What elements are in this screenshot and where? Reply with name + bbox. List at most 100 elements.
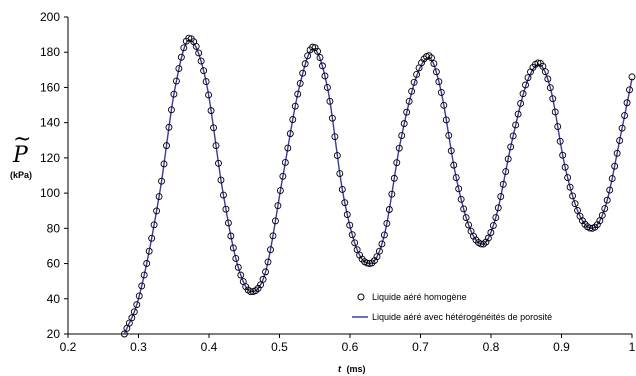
data-point-homogene [507,143,515,151]
data-point-homogene [546,84,554,92]
series-marker-group [120,34,636,338]
data-point-homogene [378,240,386,248]
data-point-homogene [128,314,136,322]
data-point-homogene [465,221,473,229]
data-point-homogene [492,214,500,221]
data-point-homogene [598,211,606,219]
x-ticks: 0.2 0.3 0.4 0.5 0.6 0.7 0.8 0.9 1 [60,334,636,354]
data-point-homogene [569,192,577,200]
data-point-homogene [544,75,552,83]
data-point-homogene [393,159,401,167]
data-point-homogene [499,180,507,188]
data-point-homogene [586,224,594,232]
y-tick-label: 140 [40,116,60,130]
data-point-homogene [202,78,210,86]
data-point-homogene [497,193,505,201]
data-point-homogene [264,258,272,266]
data-point-homogene [316,54,324,61]
x-axis-variable: t [338,364,342,374]
data-point-homogene [524,74,532,82]
data-point-homogene [388,190,396,198]
data-point-homogene [153,207,161,215]
data-point-homogene [383,219,391,227]
data-point-homogene [215,159,222,167]
x-tick-label: 0.7 [412,340,429,354]
data-point-homogene [254,284,262,292]
data-point-homogene [427,54,435,62]
data-point-homogene [462,214,470,221]
data-point-homogene [432,68,440,76]
data-point-homogene [170,90,178,98]
data-point-homogene [232,255,240,262]
data-point-homogene [403,108,411,116]
data-point-homogene [477,240,485,248]
y-ticks: 20 40 60 80 100 120 140 160 180 200 [40,10,68,341]
data-point-homogene [405,97,413,105]
data-point-homogene [502,168,510,176]
data-point-homogene [247,288,255,296]
data-point-homogene [450,161,458,169]
data-point-homogene [314,47,321,55]
y-axis-unit: (kPa) [10,170,32,180]
x-tick-label: 1 [629,340,636,354]
data-point-homogene [373,253,381,261]
data-point-homogene [175,65,183,73]
data-point-homogene [341,199,349,207]
data-point-homogene [351,239,359,247]
data-point-homogene [158,177,165,185]
x-tick-label: 0.2 [60,340,77,354]
y-tick-label: 180 [40,45,60,59]
data-point-homogene [395,144,403,152]
data-point-homogene [579,217,586,225]
data-point-homogene [608,175,616,182]
y-tick-label: 120 [40,151,60,165]
data-point-homogene [437,88,445,96]
data-point-homogene [346,221,354,229]
data-point-homogene [331,133,339,141]
data-point-homogene [197,57,205,65]
data-point-homogene [447,147,455,155]
data-point-homogene [160,160,168,168]
data-point-homogene [150,221,158,229]
y-tick-label: 80 [47,221,61,235]
data-point-homogene [205,91,213,99]
y-axis-symbol: P [12,143,29,168]
y-tick-label: 160 [40,80,60,94]
data-point-homogene [398,132,406,140]
y-tick-label: 100 [40,186,60,200]
data-point-homogene [455,185,463,193]
legend: Liquide aéré homogène Liquide aéré avec … [352,292,552,322]
data-point-homogene [222,205,230,213]
data-point-homogene [294,90,302,98]
legend-label-homogene: Liquide aéré homogène [372,292,467,302]
y-tick-label: 60 [47,257,61,271]
data-point-homogene [452,174,460,182]
x-axis-label: t (ms) [338,364,366,374]
data-point-homogene [140,271,148,279]
data-point-homogene [200,67,208,75]
data-point-homogene [348,231,356,239]
data-point-homogene [613,149,621,157]
data-point-homogene [212,142,220,150]
data-point-homogene [195,49,203,57]
data-point-homogene [338,185,346,193]
x-tick-label: 0.4 [201,340,218,354]
y-tick-label: 200 [40,10,60,24]
data-point-homogene [172,77,180,85]
data-point-homogene [343,211,351,218]
x-tick-label: 0.3 [130,340,147,354]
data-point-homogene [581,220,589,228]
y-tick-label: 40 [47,292,61,306]
data-point-homogene [234,263,242,271]
data-point-homogene [517,100,525,107]
data-point-homogene [420,55,428,63]
data-point-homogene [269,232,277,240]
data-point-homogene [133,301,141,309]
data-point-homogene [227,232,235,240]
data-point-homogene [304,52,312,60]
data-point-homogene [509,132,517,140]
data-point-homogene [445,131,453,139]
data-point-homogene [319,62,326,70]
data-point-homogene [504,155,512,163]
